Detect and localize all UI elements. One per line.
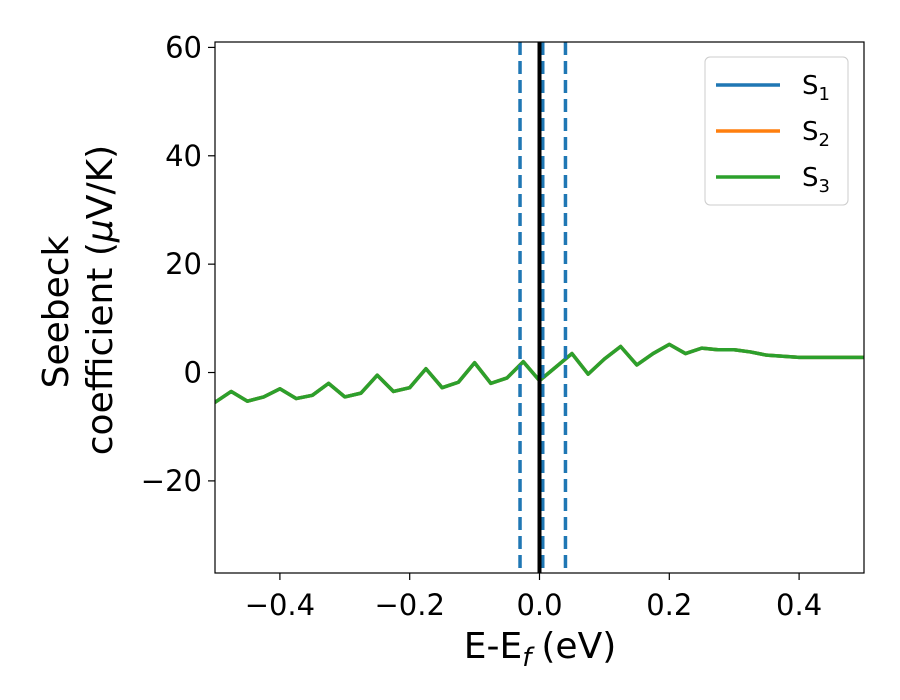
- legend-label-s2: S2: [802, 117, 830, 151]
- x-tick-label: −0.2: [374, 588, 444, 622]
- x-axis-title-unit: (eV): [541, 626, 616, 667]
- y-axis-title-line2: coefficient (μV/K): [80, 145, 121, 455]
- x-axis-title-main: E-E: [464, 626, 522, 667]
- y-tick-label: −20: [141, 464, 202, 498]
- x-tick-label: 0.4: [776, 588, 822, 622]
- axes-ticks: −0.4 −0.2 0.0 0.2 0.4 −20 0 20 40 60: [141, 30, 822, 622]
- y-tick-label: 60: [165, 30, 202, 64]
- y-axis-title-post: V/K): [80, 145, 121, 219]
- y-axis-title-line1: Seebeck: [36, 235, 77, 388]
- y-tick-label: 0: [184, 356, 202, 390]
- y-axis-title-pre: coefficient (: [80, 242, 121, 455]
- plot-area: [215, 42, 864, 573]
- x-tick-label: 0.2: [646, 588, 692, 622]
- legend-label-s1: S1: [802, 71, 830, 105]
- y-tick-label: 20: [165, 247, 202, 281]
- legend: S1 S2 S3: [704, 56, 849, 206]
- x-axis-title-sub: f: [522, 643, 535, 673]
- y-axis-title-mu: μ: [80, 219, 121, 243]
- x-tick-label: −0.4: [245, 588, 315, 622]
- x-axis-title: E-Ef (eV): [464, 626, 617, 673]
- x-tick-label: 0.0: [516, 588, 562, 622]
- y-tick-label: 40: [165, 139, 202, 173]
- legend-label-s3: S3: [802, 163, 830, 197]
